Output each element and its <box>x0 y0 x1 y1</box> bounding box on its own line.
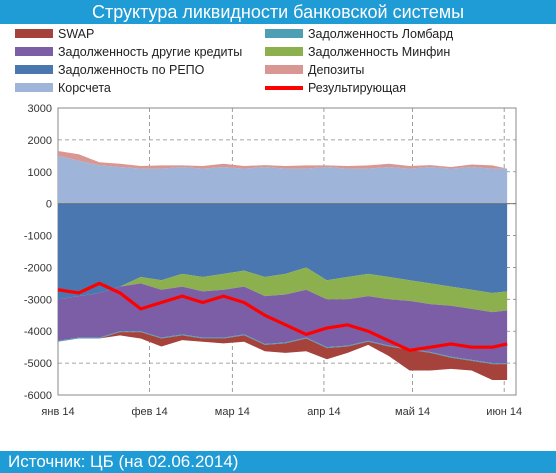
legend-swatch <box>15 29 53 39</box>
area-Задолженность по РЕПО <box>58 203 508 300</box>
source-footer: Источник: ЦБ (на 02.06.2014) <box>0 451 556 473</box>
legend-label: Задолженность Ломбард <box>308 27 454 41</box>
x-tick-label: фев 14 <box>131 406 167 418</box>
chart-title: Структура ликвидности банковской системы <box>0 0 556 24</box>
legend-swatch <box>265 65 303 75</box>
legend-label: Депозиты <box>308 63 365 77</box>
source-text: Источник: ЦБ (на 02.06.2014) <box>8 452 239 471</box>
legend-label: Задолженность по РЕПО <box>58 63 205 77</box>
legend-label: Корсчета <box>58 81 111 95</box>
legend-item-4: Задолженность Минфин <box>265 44 450 60</box>
y-tick-label: -5000 <box>24 358 52 370</box>
legend-item-7: Корсчета <box>15 80 111 96</box>
area-Корсчета <box>58 155 508 204</box>
y-tick-label: -3000 <box>24 294 52 306</box>
legend-label: Результирующая <box>308 81 407 95</box>
legend-swatch <box>15 83 53 93</box>
legend-swatch <box>15 65 53 75</box>
area-SWAP <box>58 332 508 381</box>
legend-item-8: Результирующая <box>265 80 406 96</box>
legend-label: SWAP <box>58 27 95 41</box>
legend-item-5: Задолженность по РЕПО <box>15 62 204 78</box>
legend-item-6: Депозиты <box>265 62 364 78</box>
legend-label: Задолженность другие кредиты <box>58 45 243 59</box>
legend-item-3: Задолженность другие кредиты <box>15 44 242 60</box>
y-tick-label: 3000 <box>28 103 52 115</box>
x-tick-label: янв 14 <box>41 406 74 418</box>
legend-label: Задолженность Минфин <box>308 45 451 59</box>
x-tick-label: апр 14 <box>307 406 340 418</box>
y-tick-label: -4000 <box>24 326 52 338</box>
x-tick-label: мар 14 <box>215 406 250 418</box>
line-resulting <box>57 281 508 352</box>
legend-swatch <box>265 47 303 57</box>
legend-swatch <box>265 85 303 90</box>
y-tick-label: -1000 <box>24 231 52 243</box>
area-Задолженность Минфин <box>58 267 508 313</box>
legend-item-2: Задолженность Ломбард <box>265 26 453 42</box>
legend-item-1: SWAP <box>15 26 94 42</box>
y-tick-label: 1000 <box>28 167 52 179</box>
x-tick-label: июн 14 <box>486 406 522 418</box>
x-tick-label: май 14 <box>395 406 430 418</box>
y-tick-label: 2000 <box>28 135 52 147</box>
legend-swatch <box>15 47 53 57</box>
legend: SWAP Задолженность Ломбард Задолженность д… <box>15 26 545 100</box>
area-Депозиты <box>58 151 508 169</box>
y-tick-label: 0 <box>46 199 52 211</box>
y-tick-label: -6000 <box>24 390 52 402</box>
y-tick-label: -2000 <box>24 262 52 274</box>
legend-swatch <box>265 29 303 39</box>
